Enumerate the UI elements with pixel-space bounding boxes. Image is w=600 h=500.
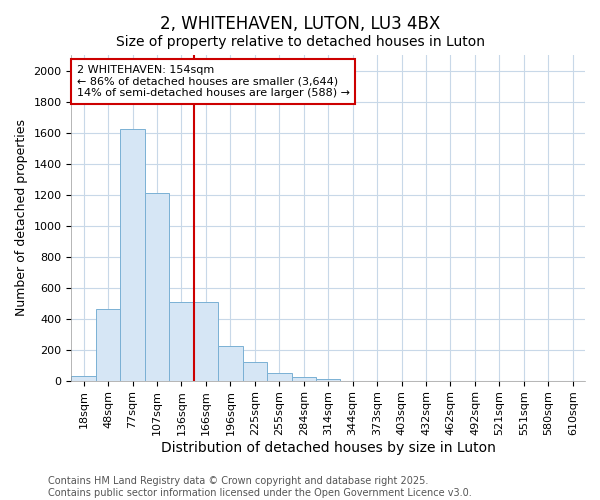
Text: Size of property relative to detached houses in Luton: Size of property relative to detached ho… [115,35,485,49]
Bar [242,362,267,380]
Bar [145,193,169,380]
Y-axis label: Number of detached properties: Number of detached properties [15,120,28,316]
Bar [267,373,292,380]
Bar [292,378,316,380]
Bar [96,310,121,380]
Bar [121,130,145,380]
X-axis label: Distribution of detached houses by size in Luton: Distribution of detached houses by size … [161,441,496,455]
Bar [169,302,194,380]
Bar [194,302,218,380]
Bar [316,379,340,380]
Bar [71,376,96,380]
Text: 2, WHITEHAVEN, LUTON, LU3 4BX: 2, WHITEHAVEN, LUTON, LU3 4BX [160,15,440,33]
Text: Contains HM Land Registry data © Crown copyright and database right 2025.
Contai: Contains HM Land Registry data © Crown c… [48,476,472,498]
Bar [218,346,242,380]
Text: 2 WHITEHAVEN: 154sqm
← 86% of detached houses are smaller (3,644)
14% of semi-de: 2 WHITEHAVEN: 154sqm ← 86% of detached h… [77,65,350,98]
